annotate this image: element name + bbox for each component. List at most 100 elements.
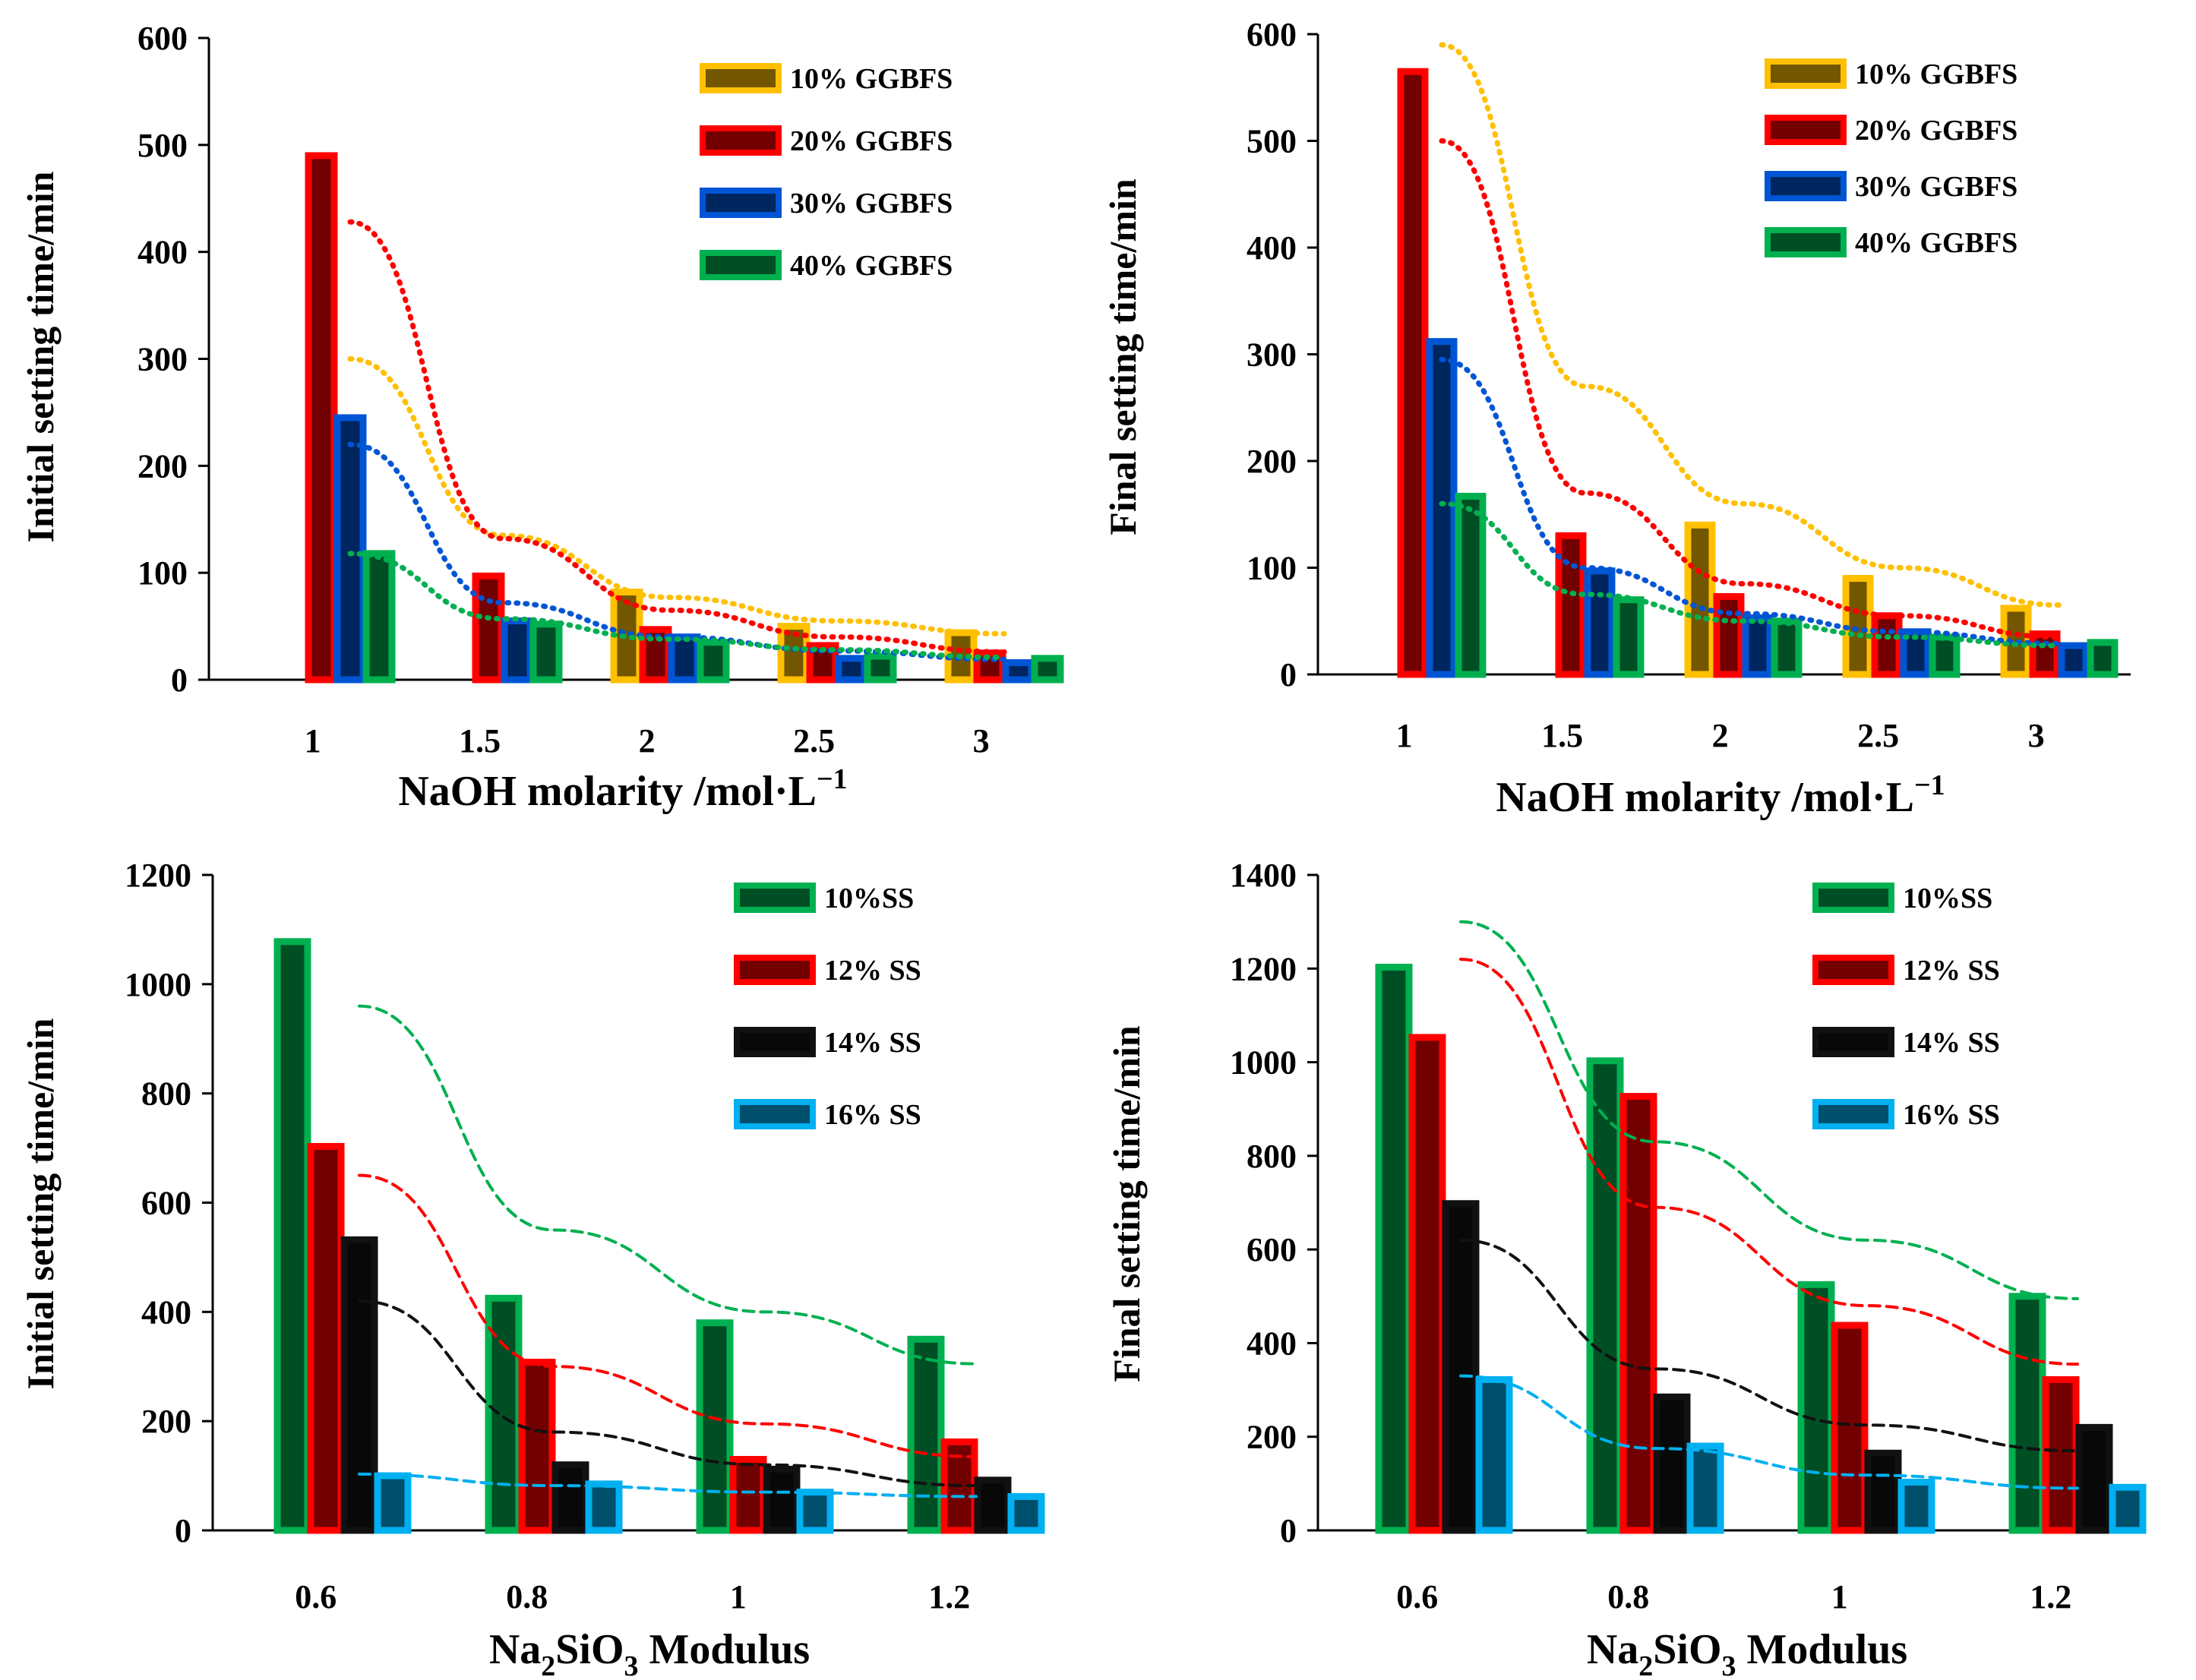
trend-line-d-s2: [1459, 1238, 2079, 1453]
bar-b-s2-c0: [1426, 338, 1458, 678]
y-tick-label: 500: [137, 127, 188, 164]
x-tick-label: 1: [1396, 717, 1413, 754]
y-tick-label: 600: [1247, 16, 1297, 53]
y-tick-label: 600: [1247, 1231, 1297, 1268]
bar-a-s3-c4: [1031, 655, 1064, 684]
trend-line-a-s0: [347, 356, 1007, 636]
bar-b-s3-c2: [1771, 617, 1803, 678]
x-tick-label: 1: [730, 1578, 747, 1615]
x-tick-label: 1: [1831, 1578, 1848, 1615]
bar-d-s3-c0: [1475, 1376, 1513, 1534]
bar-d-s2-c0: [1442, 1200, 1480, 1534]
bar-d-s0-c0: [1375, 963, 1413, 1534]
bar-a-s2-c4: [1002, 658, 1035, 684]
x-tick-label: 3: [2028, 717, 2045, 754]
bar-c-s1-c2: [729, 1456, 767, 1534]
legend-label-3: 40% GGBFS: [790, 250, 953, 282]
bar-b-s1-c3: [1871, 612, 1903, 678]
trend-line-c-s2: [358, 1299, 978, 1488]
x-tick-label: 2: [639, 722, 656, 759]
legend-label-2: 14% SS: [824, 1027, 921, 1059]
bar-c-s3-c0: [374, 1472, 412, 1534]
legend-swatch-0: [734, 883, 816, 913]
bar-d-s1-c2: [1831, 1322, 1869, 1534]
y-tick-label: 200: [137, 447, 188, 485]
y-tick-label: 100: [137, 554, 188, 592]
legend-swatch-0: [700, 63, 782, 93]
bar-b-s2-c2: [1742, 614, 1774, 678]
chart-panel-b: 0 100 200 300 400 500 600 1 1.5 2 2.5 3 10% GGBFS 20%…: [1101, 16, 2131, 821]
y-tick-label: 300: [1247, 336, 1297, 374]
bar-d-s3-c3: [2109, 1483, 2147, 1534]
trend-line-a-s1: [347, 219, 1007, 655]
legend-swatch-0: [1812, 883, 1894, 913]
trend-line-d-s0: [1459, 920, 2079, 1300]
bar-c-s3-c3: [1007, 1492, 1045, 1534]
legend-label-1: 20% GGBFS: [790, 125, 953, 157]
x-tick-label: 0.6: [1396, 1578, 1438, 1615]
y-tick-label: 1000: [125, 966, 191, 1003]
y-tick-label: 400: [1247, 1325, 1297, 1362]
x-tick-label: 0.6: [295, 1578, 337, 1615]
bar-b-s3-c3: [1929, 633, 1961, 678]
legend-label-2: 30% GGBFS: [790, 188, 953, 219]
bar-b-s3-c0: [1455, 492, 1487, 678]
x-tick-label: 1.2: [2030, 1578, 2071, 1615]
y-tick-label: 0: [171, 662, 188, 699]
y-tick-label: 1000: [1230, 1044, 1297, 1082]
bar-b-s1-c1: [1555, 532, 1587, 678]
trend-line-c-s0: [358, 1004, 978, 1366]
legend-swatch-3: [734, 1099, 816, 1129]
x-axis-title: Na2SiO3 Modulus: [1587, 1626, 1907, 1680]
legend-swatch-2: [700, 188, 782, 218]
bar-d-s2-c2: [1864, 1449, 1902, 1534]
bar-c-s3-c2: [796, 1489, 834, 1534]
legend-label-3: 40% GGBFS: [1855, 227, 2017, 259]
x-tick-label: 1: [305, 722, 321, 759]
legend-label-2: 30% GGBFS: [1855, 171, 2017, 203]
x-tick-label: 3: [973, 722, 990, 759]
legend-swatch-3: [700, 250, 782, 280]
x-tick-label: 2.5: [793, 722, 835, 759]
y-tick-label: 1200: [1230, 950, 1297, 987]
bar-b-s1-c0: [1397, 68, 1429, 678]
bar-d-s0-c3: [2008, 1293, 2046, 1534]
x-tick-label: 2.5: [1857, 717, 1899, 754]
legend-swatch-2: [734, 1027, 816, 1057]
x-tick-label: 1.5: [459, 722, 501, 759]
y-tick-label: 200: [141, 1403, 191, 1440]
x-tick-label: 1.5: [1541, 717, 1583, 754]
trend-line-b-s3: [1439, 501, 2062, 649]
legend-label-0: 10%SS: [1903, 883, 1992, 914]
x-axis-title: Na2SiO3 Modulus: [489, 1626, 810, 1680]
legend-swatch-3: [1765, 227, 1847, 257]
legend-label-2: 14% SS: [1903, 1027, 2000, 1059]
trend-line-d-s3: [1459, 1374, 2079, 1490]
x-tick-label: 0.8: [1607, 1578, 1649, 1615]
bar-d-s0-c2: [1797, 1281, 1835, 1534]
y-tick-label: 1200: [125, 857, 191, 894]
x-axis-title: NaOH molarity /mol·L−1: [398, 763, 847, 815]
legend-swatch-0: [1765, 58, 1847, 89]
y-tick-label: 300: [137, 341, 188, 378]
legend-swatch-2: [1812, 1027, 1894, 1057]
y-tick-label: 400: [137, 234, 188, 271]
bar-b-s3-c4: [2087, 639, 2119, 678]
legend-swatch-1: [700, 125, 782, 156]
bar-a-s3-c3: [864, 652, 897, 684]
x-tick-label: 1.2: [928, 1578, 970, 1615]
bar-b-s2-c4: [2058, 642, 2090, 678]
trend-line-d-s1: [1459, 957, 2079, 1366]
y-tick-label: 800: [1247, 1138, 1297, 1175]
bar-d-s0-c1: [1586, 1057, 1624, 1534]
bar-c-s3-c1: [585, 1480, 623, 1534]
y-tick-label: 0: [175, 1512, 191, 1549]
y-tick-label: 500: [1247, 123, 1297, 160]
legend-label-1: 20% GGBFS: [1855, 115, 2017, 147]
y-tick-label: 600: [137, 20, 188, 57]
bar-c-s2-c0: [340, 1236, 378, 1534]
y-axis-title: Initial setting time/min: [19, 1018, 62, 1389]
y-axis-title: Final setting time/min: [1105, 1025, 1148, 1382]
bar-c-s0-c2: [696, 1319, 734, 1534]
bar-a-s3-c0: [362, 550, 396, 684]
